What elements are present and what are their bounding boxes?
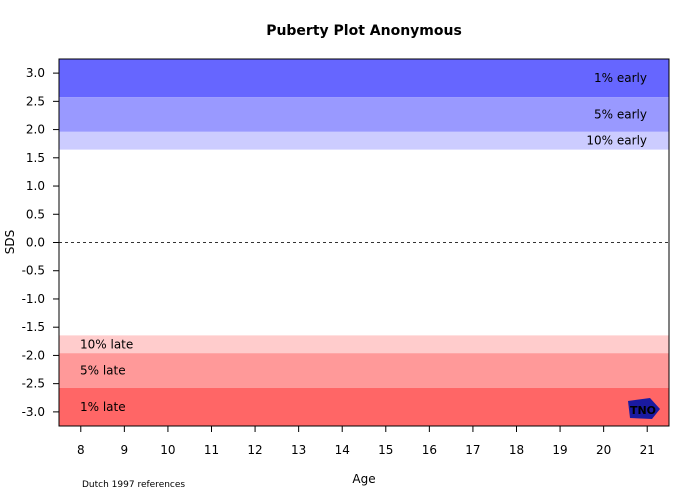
logo-text: TNO <box>630 404 656 417</box>
logo-shape <box>628 398 660 419</box>
band-label-10-early: 10% early <box>586 134 647 148</box>
x-tick-label: 15 <box>378 443 393 457</box>
band-labels: 1% early 5% early 10% early 10% late 5% late… <box>80 71 647 414</box>
x-tick-label: 20 <box>596 443 611 457</box>
x-tick-label: 17 <box>465 443 480 457</box>
x-tick-label: 8 <box>77 443 85 457</box>
footnote: Dutch 1997 references <box>82 480 185 490</box>
x-tick-label: 18 <box>509 443 524 457</box>
y-tick-label: -2.0 <box>22 348 45 362</box>
y-tick-label: -1.0 <box>22 292 45 306</box>
y-tick-label: 1.5 <box>26 151 45 165</box>
x-tick-label: 12 <box>247 443 262 457</box>
band-10-late <box>59 335 669 354</box>
y-tick-label: -3.0 <box>22 405 45 419</box>
band-label-10-late: 10% late <box>80 337 133 351</box>
band-5-early <box>59 97 669 132</box>
y-tick-label: 2.0 <box>26 123 45 137</box>
y-tick-label: 3.0 <box>26 66 45 80</box>
y-tick-label: -1.5 <box>22 320 45 334</box>
y-tick-label: -2.5 <box>22 377 45 391</box>
x-tick-label: 21 <box>640 443 655 457</box>
band-label-1-early: 1% early <box>594 71 647 85</box>
band-1-late <box>59 387 669 426</box>
x-tick-label: 11 <box>204 443 219 457</box>
y-tick-label: 0.5 <box>26 207 45 221</box>
y-tick-label: 0.0 <box>26 236 45 250</box>
chart-title: Puberty Plot Anonymous <box>266 23 462 39</box>
y-axis: 3.0 2.5 2.0 1.5 1.0 0.5 0.0 -0.5 -1.0 -1.5 -2.0 -2.… <box>22 66 59 419</box>
x-tick-label: 14 <box>335 443 350 457</box>
x-tick-label: 10 <box>160 443 175 457</box>
band-10-early <box>59 131 669 150</box>
tno-logo: TNO <box>628 398 660 419</box>
band-5-late <box>59 353 669 388</box>
band-label-5-early: 5% early <box>594 107 647 121</box>
x-tick-label: 19 <box>552 443 567 457</box>
band-label-5-late: 5% late <box>80 364 126 378</box>
band-1-early <box>59 59 669 98</box>
x-tick-label: 9 <box>121 443 129 457</box>
x-tick-label: 16 <box>422 443 437 457</box>
y-tick-label: 2.5 <box>26 94 45 108</box>
x-axis-label: Age <box>352 472 375 486</box>
y-tick-label: -0.5 <box>22 264 45 278</box>
y-tick-label: 1.0 <box>26 179 45 193</box>
y-axis-label: SDS <box>3 230 17 254</box>
band-label-1-late: 1% late <box>80 400 126 414</box>
x-tick-label: 13 <box>291 443 306 457</box>
percentile-bands <box>59 59 669 426</box>
x-axis: 8 9 10 11 12 13 14 15 16 17 18 19 20 21 <box>77 426 655 457</box>
